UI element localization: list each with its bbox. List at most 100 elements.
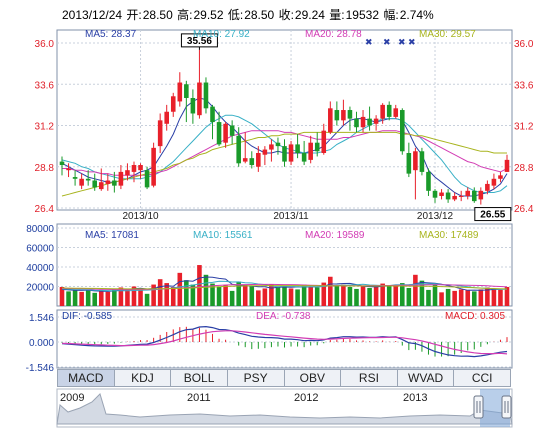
close-label: 收: (278, 8, 294, 22)
navigator-year: 2013 (403, 392, 427, 404)
volume-y-tick: 60000 (26, 244, 54, 255)
vol-legend-ma20: MA20: 19589 (305, 230, 365, 241)
volume-bar (184, 280, 189, 306)
tab-psy[interactable]: PSY (228, 370, 285, 386)
price-panel: 36.0 36.0 33.6 33.6 31.2 31.2 28.8 28.8 26.4 26.4… (35, 29, 534, 222)
candle-body (445, 192, 451, 200)
candle-body (59, 161, 65, 166)
low-value: 28.50 (244, 8, 275, 22)
candle-body (301, 153, 307, 162)
candle-body (367, 118, 372, 126)
navigator-year: 2012 (294, 392, 318, 404)
event-marker-icon[interactable]: ✖ (383, 37, 391, 47)
candle-body (184, 84, 189, 98)
tab-cci[interactable]: CCI (471, 371, 493, 385)
volume-y-tick: 20000 (26, 283, 54, 294)
max-label-box (180, 33, 218, 48)
candle-body (125, 170, 130, 176)
tab-macd[interactable]: MACD (58, 370, 115, 386)
volume-bar (72, 289, 78, 306)
event-markers: ✖ ✖ ✖ ✖ (365, 37, 416, 47)
volume-bar (210, 283, 215, 306)
candle-body (308, 142, 313, 160)
volume-bar (432, 283, 438, 306)
candle-body (92, 180, 98, 188)
volume-bar (249, 286, 255, 306)
candle-body (144, 170, 150, 188)
time-navigator[interactable]: 2009 2011 2012 2013 (56, 388, 513, 428)
volume-bar (419, 280, 425, 306)
price-y-tick-right: 36.0 (514, 39, 534, 50)
candle-body (223, 123, 228, 143)
navigator-left-handle[interactable] (473, 395, 484, 419)
volume-bar (262, 288, 268, 306)
price-ma-line-ma20 (62, 130, 508, 176)
volume-bar (236, 281, 241, 306)
price-candles (59, 49, 510, 205)
candle-body (197, 82, 202, 116)
macd-legend-dea: DEA: -0.738 (256, 311, 311, 322)
legend-ma5: MA5: 28.37 (85, 29, 137, 40)
volume-bar (452, 290, 457, 306)
event-marker-icon[interactable]: ✖ (365, 37, 373, 47)
candle-body (328, 108, 333, 133)
candle-body (210, 106, 215, 123)
volume-bar (275, 286, 281, 306)
price-x-tick: 2013/10 (122, 211, 159, 222)
change-value: 2.74% (399, 8, 434, 22)
quote-date: 2013/12/24 (62, 8, 123, 22)
candle-body (452, 195, 457, 200)
macd-line-dif (61, 325, 508, 358)
open-label: 开: (126, 8, 142, 22)
high-value: 29.52 (193, 8, 224, 22)
volume-bar (151, 284, 156, 306)
quote-info-bar: 2013/12/24 开:28.50 高:29.52 低:28.50 收:29.… (62, 6, 435, 23)
volume-bar (485, 287, 490, 306)
volume-bar (177, 272, 183, 306)
price-y-tick-left: 28.8 (35, 163, 55, 174)
volume-value: 19532 (345, 8, 379, 22)
navigator-right-handle[interactable] (501, 395, 512, 419)
event-marker-icon[interactable]: ✖ (408, 37, 416, 47)
candle-body (471, 190, 477, 202)
volume-bars (59, 265, 510, 306)
tab-rsi[interactable]: RSI (341, 370, 398, 386)
candle-body (203, 82, 209, 109)
tab-wvad[interactable]: WVAD (398, 370, 455, 386)
event-marker-icon[interactable]: ✖ (398, 37, 406, 47)
candle-body (157, 120, 163, 147)
volume-bar (308, 286, 313, 306)
volume-bar (203, 274, 209, 306)
candle-body (347, 110, 353, 119)
volume-bar (118, 287, 124, 306)
volume-bar (112, 289, 117, 306)
volume-bar (347, 286, 353, 306)
volume-bar (269, 284, 274, 306)
macd-lines (61, 325, 508, 358)
tab-kdj[interactable]: KDJ (115, 370, 172, 386)
candle-body (236, 135, 241, 164)
candle-body (216, 122, 222, 145)
volume-bar (406, 287, 412, 306)
candle-body (112, 180, 117, 186)
candle-body (249, 158, 255, 166)
volume-bar (92, 292, 98, 306)
candle-body (380, 104, 385, 119)
close-value: 29.24 (294, 8, 325, 22)
volume-bar (242, 284, 248, 306)
candle-body (406, 153, 412, 174)
volume-bar (98, 289, 104, 306)
candle-body (419, 151, 425, 172)
indicator-tab-bar: MACD KDJ BOLL PSY OBV RSI WVAD CCI (57, 369, 511, 387)
tab-obv[interactable]: OBV (285, 370, 342, 386)
tab-boll[interactable]: BOLL (171, 370, 228, 386)
volume-bar (314, 287, 320, 306)
legend-ma30: MA30: 29.57 (419, 29, 476, 40)
navigator-year: 2011 (187, 392, 211, 404)
candle-body (275, 142, 281, 147)
candle-body (229, 125, 235, 136)
candle-body (282, 146, 287, 162)
candle-body (439, 192, 444, 196)
candle-body (190, 98, 196, 114)
